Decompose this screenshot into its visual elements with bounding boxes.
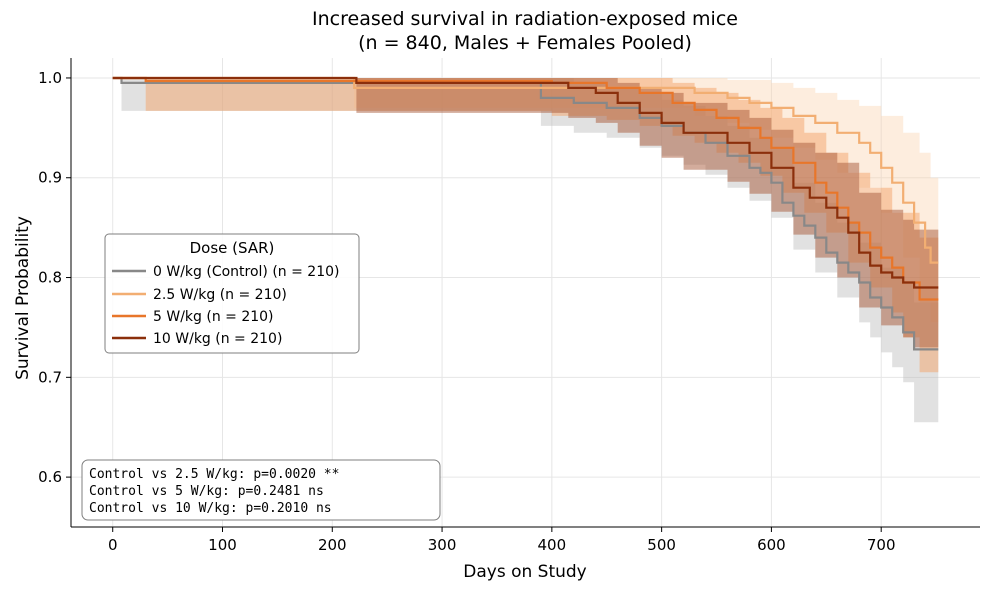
survival-line-series-0 (112, 76, 939, 351)
x-tick-label-2: 200 (318, 536, 347, 554)
x-axis-ticks: 0 100 200 300 400 500 600 700 (108, 527, 896, 554)
legend: Dose (SAR) 0 W/kg (Control) (n = 210) 2.… (104, 233, 360, 354)
p-value-line-5: Control vs 5 W/kg: p=0.2481 ns (89, 484, 324, 499)
survival-line-series-3 (112, 76, 939, 289)
chart-title-line2: (n = 840, Males + Females Pooled) (358, 32, 692, 54)
ci-band-series-3 (112, 78, 939, 348)
legend-label-5: 5 W/kg (n = 210) (153, 309, 274, 325)
legend-title: Dose (SAR) (190, 239, 275, 257)
legend-label-2-5: 2.5 W/kg (n = 210) (153, 287, 287, 303)
y-axis-title: Survival Probability (13, 216, 33, 380)
y-tick-label-1: 0.7 (38, 368, 62, 386)
legend-label-control: 0 W/kg (Control) (n = 210) (153, 264, 340, 280)
survival-curves (112, 76, 939, 351)
y-axis-ticks: 0.6 0.7 0.8 0.9 1.0 (38, 69, 71, 486)
x-tick-label-5: 500 (647, 536, 676, 554)
survival-line-series-1 (112, 76, 939, 264)
y-tick-label-2: 0.8 (38, 269, 62, 287)
legend-frame (104, 233, 360, 354)
survival-line-series-2 (112, 76, 939, 301)
x-tick-label-7: 700 (867, 536, 896, 554)
y-tick-label-0: 0.6 (38, 468, 62, 486)
p-value-line-2-5: Control vs 2.5 W/kg: p=0.0020 ** (89, 467, 339, 482)
chart-title-line1: Increased survival in radiation-exposed … (312, 8, 738, 30)
p-value-line-10: Control vs 10 W/kg: p=0.2010 ns (89, 501, 332, 516)
confidence-bands (112, 78, 939, 423)
p-value-box: Control vs 2.5 W/kg: p=0.0020 ** Control… (81, 459, 441, 521)
x-tick-label-3: 300 (428, 536, 457, 554)
p-value-box-frame (81, 459, 441, 521)
x-tick-label-6: 600 (757, 536, 786, 554)
y-tick-label-3: 0.9 (38, 169, 62, 187)
ci-band-series-1 (112, 78, 939, 323)
legend-label-10: 10 W/kg (n = 210) (153, 331, 282, 347)
x-axis-title: Days on Study (463, 562, 587, 582)
y-tick-label-4: 1.0 (38, 69, 62, 87)
x-tick-label-4: 400 (538, 536, 567, 554)
x-tick-label-1: 100 (208, 536, 237, 554)
x-tick-label-0: 0 (108, 536, 118, 554)
